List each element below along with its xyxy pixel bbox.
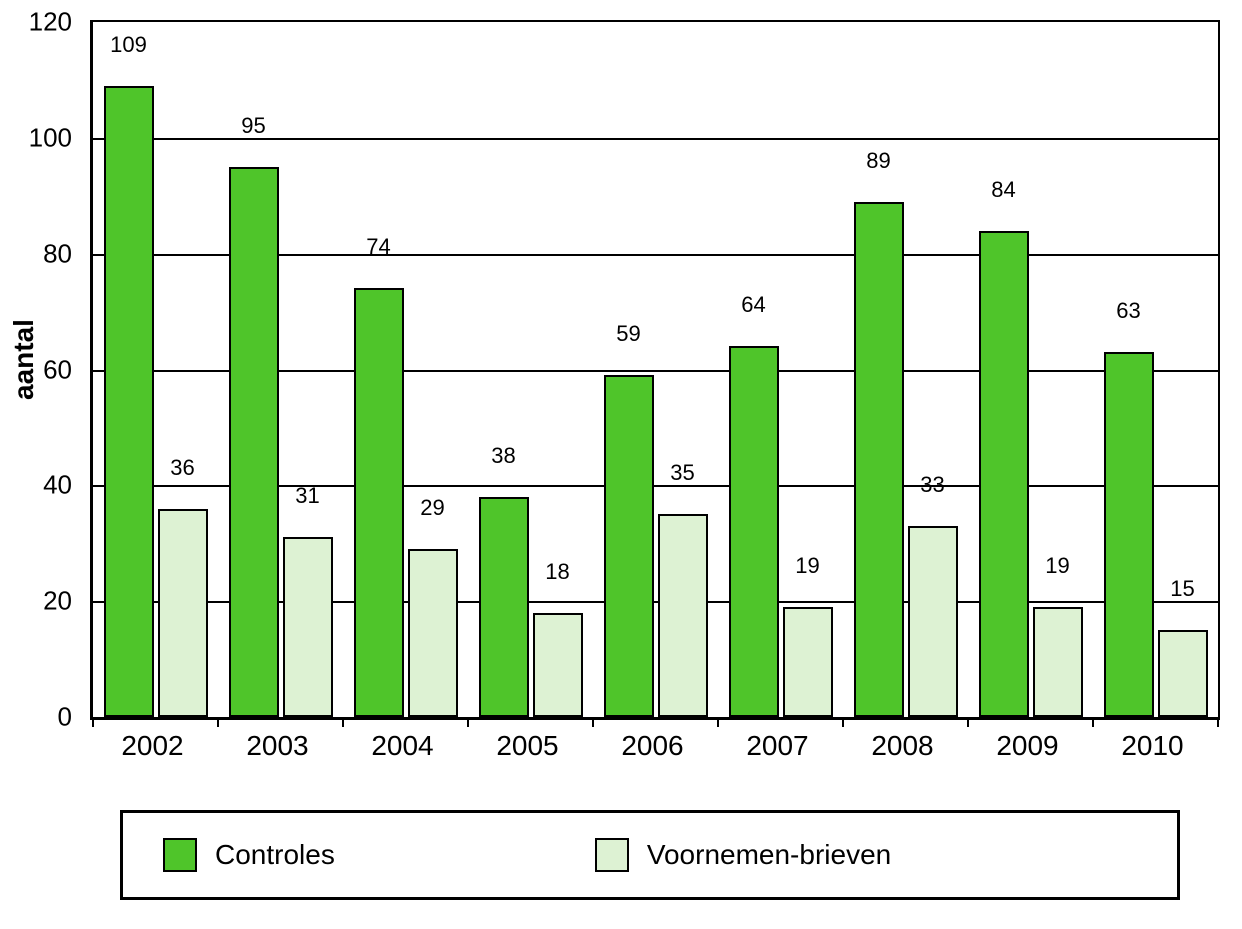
x-tick-mark xyxy=(92,717,94,727)
bar-value-label: 19 xyxy=(1028,553,1088,579)
bar-value-label: 15 xyxy=(1153,576,1213,602)
bar xyxy=(1158,630,1208,717)
bar-chart: aantal 0 20 40 60 80 100 120 109 36 95 31 74 29 38 18… xyxy=(0,0,1242,929)
bar-value-label: 18 xyxy=(528,559,588,585)
legend: Controles Voornemen-brieven xyxy=(120,810,1180,900)
bar-value-label: 109 xyxy=(99,32,159,58)
x-tick-label: 2006 xyxy=(593,730,713,762)
bar-value-label: 89 xyxy=(849,148,909,174)
bar-value-label: 59 xyxy=(599,321,659,347)
x-tick-mark xyxy=(1092,717,1094,727)
legend-swatch-controles xyxy=(163,838,197,872)
bar-value-label: 29 xyxy=(403,495,463,521)
bar xyxy=(979,231,1029,718)
bar-value-label: 74 xyxy=(349,234,409,260)
x-tick-mark xyxy=(342,717,344,727)
x-tick-label: 2010 xyxy=(1093,730,1213,762)
bar-value-label: 95 xyxy=(224,113,284,139)
x-tick-mark xyxy=(467,717,469,727)
x-tick-label: 2005 xyxy=(468,730,588,762)
legend-item-voornemen: Voornemen-brieven xyxy=(595,838,891,872)
x-tick-label: 2003 xyxy=(218,730,338,762)
x-tick-label: 2004 xyxy=(343,730,463,762)
bar xyxy=(533,613,583,717)
bar-value-label: 31 xyxy=(278,483,338,509)
bar xyxy=(1033,607,1083,717)
bar xyxy=(908,526,958,717)
bar-value-label: 35 xyxy=(653,460,713,486)
bar-value-label: 33 xyxy=(903,472,963,498)
bar xyxy=(658,514,708,717)
bar xyxy=(783,607,833,717)
x-tick-mark xyxy=(592,717,594,727)
x-tick-label: 2008 xyxy=(843,730,963,762)
bar xyxy=(479,497,529,717)
bar xyxy=(354,288,404,717)
bar xyxy=(229,167,279,717)
legend-swatch-voornemen xyxy=(595,838,629,872)
bar xyxy=(729,346,779,717)
y-tick-label: 60 xyxy=(43,354,72,385)
x-tick-mark xyxy=(967,717,969,727)
y-tick-label: 40 xyxy=(43,470,72,501)
legend-item-controles: Controles xyxy=(163,838,335,872)
x-tick-mark xyxy=(842,717,844,727)
bar xyxy=(604,375,654,717)
y-tick-label: 100 xyxy=(29,122,72,153)
x-tick-mark xyxy=(1217,717,1219,727)
y-tick-label: 120 xyxy=(29,7,72,38)
x-tick-label: 2009 xyxy=(968,730,1088,762)
bar xyxy=(283,537,333,717)
bar-value-label: 84 xyxy=(974,177,1034,203)
x-tick-label: 2007 xyxy=(718,730,838,762)
bar xyxy=(104,86,154,717)
y-tick-label: 0 xyxy=(58,702,72,733)
plot-area: 109 36 95 31 74 29 38 18 59 35 64 19 89 33 84 19 63 15 xyxy=(90,20,1220,720)
legend-label-voornemen: Voornemen-brieven xyxy=(647,839,891,871)
bar xyxy=(158,509,208,718)
bar-value-label: 36 xyxy=(153,455,213,481)
y-tick-label: 20 xyxy=(43,586,72,617)
bar xyxy=(854,202,904,717)
legend-label-controles: Controles xyxy=(215,839,335,871)
x-tick-label: 2002 xyxy=(93,730,213,762)
bar xyxy=(408,549,458,717)
bar xyxy=(1104,352,1154,717)
bar-value-label: 38 xyxy=(474,443,534,469)
bar-value-label: 63 xyxy=(1099,298,1159,324)
y-tick-label: 80 xyxy=(43,238,72,269)
bar-value-label: 19 xyxy=(778,553,838,579)
y-axis-label: aantal xyxy=(8,319,40,400)
x-tick-mark xyxy=(717,717,719,727)
bar-value-label: 64 xyxy=(724,292,784,318)
x-tick-mark xyxy=(217,717,219,727)
